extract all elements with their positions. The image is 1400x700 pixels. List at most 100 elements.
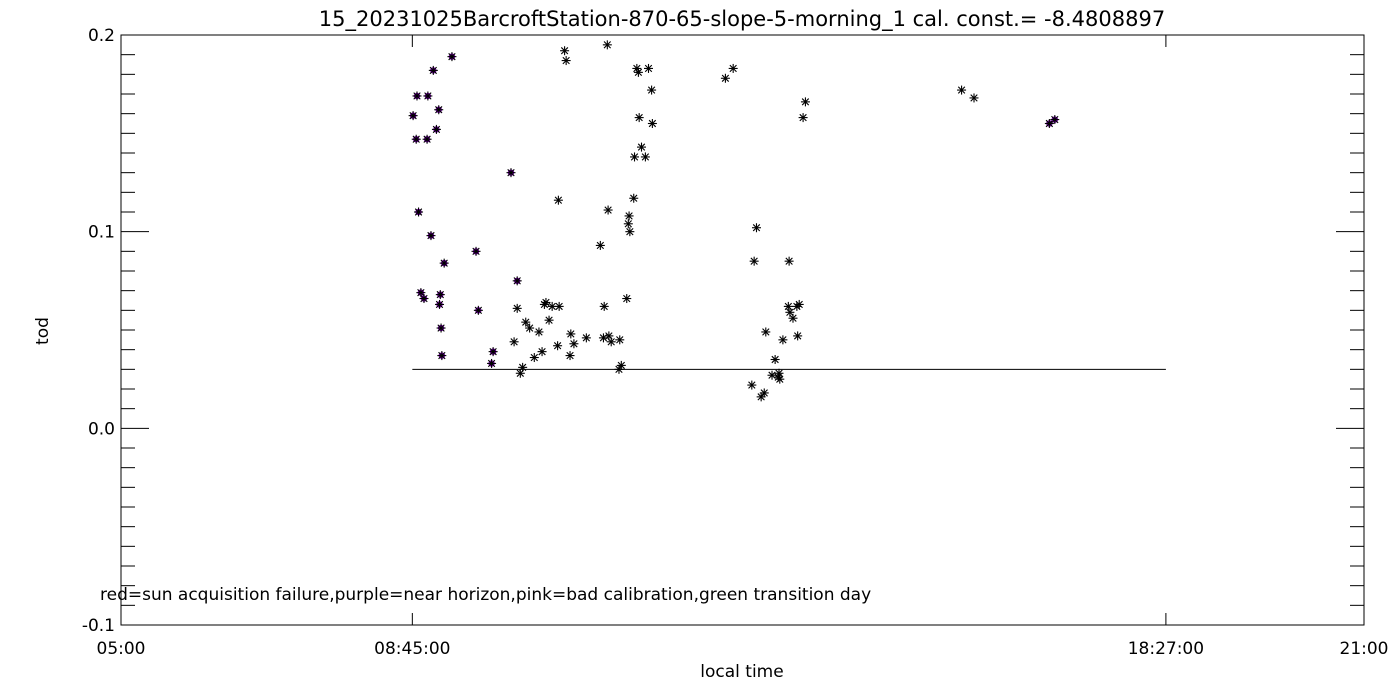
asterisk-stroke <box>545 316 553 324</box>
asterisk-stroke <box>603 41 612 49</box>
data-point <box>633 67 643 77</box>
data-point <box>566 329 576 339</box>
data-point <box>747 380 757 390</box>
near-horizon-point <box>437 351 447 361</box>
near-horizon-point <box>1050 115 1060 125</box>
asterisk-stroke <box>634 68 643 77</box>
asterisk-stroke <box>423 135 431 143</box>
data-point <box>606 337 616 347</box>
asterisk-stroke <box>1045 119 1054 128</box>
data-point <box>640 152 650 162</box>
data-point <box>798 113 808 123</box>
x-tick-label: 08:45:00 <box>374 639 450 659</box>
data-point <box>534 327 544 337</box>
near-horizon-point <box>423 91 433 101</box>
axis-ticks <box>120 34 1365 626</box>
asterisk-stroke <box>522 318 530 326</box>
x-axis-label: local time <box>700 662 783 682</box>
data-point <box>634 113 644 123</box>
asterisk-stroke <box>623 294 631 303</box>
near-horizon-point <box>408 111 418 121</box>
data-point <box>957 85 967 95</box>
data-point <box>785 307 795 317</box>
asterisk-stroke <box>472 247 480 256</box>
data-point <box>541 297 551 307</box>
asterisk-stroke <box>775 369 783 377</box>
data-point <box>622 294 632 304</box>
y-tick-label: 0.1 <box>88 223 115 243</box>
data-point <box>521 317 531 327</box>
near-horizon-point <box>426 231 436 241</box>
data-point <box>553 195 563 205</box>
near-horizon-point <box>473 305 483 315</box>
asterisk-stroke <box>518 363 527 372</box>
asterisk-stroke <box>793 332 802 340</box>
data-point <box>529 353 539 363</box>
data-point <box>770 355 780 364</box>
asterisk-stroke <box>641 153 650 161</box>
asterisk-stroke <box>507 168 515 177</box>
data-point <box>637 142 647 152</box>
asterisk-stroke <box>1051 115 1059 124</box>
asterisk-stroke <box>582 334 591 342</box>
asterisk-stroke <box>440 259 448 267</box>
axis-tick-labels: -0.1 0.0 0.1 0.2 05:00 08:45:00 18:27:00 21:00 <box>82 26 1389 659</box>
asterisk-stroke <box>795 300 803 309</box>
asterisk-stroke <box>648 119 657 128</box>
asterisk-stroke <box>617 361 625 370</box>
asterisk-stroke <box>635 113 643 122</box>
data-point <box>720 73 730 83</box>
near-horizon-point <box>411 134 421 144</box>
asterisk-stroke <box>786 308 794 316</box>
asterisk-stroke <box>562 56 570 65</box>
asterisk-stroke <box>435 300 444 309</box>
asterisk-stroke <box>538 347 546 356</box>
data-point <box>793 331 803 341</box>
plot-frame <box>120 34 1365 626</box>
near-horizon-point <box>439 258 449 268</box>
asterisk-stroke <box>435 106 443 114</box>
data-point <box>623 219 633 229</box>
asterisk-stroke <box>762 328 770 336</box>
data-point <box>509 337 519 347</box>
asterisk-stroke <box>560 47 569 55</box>
data-point <box>774 368 784 378</box>
asterisk-stroke <box>448 52 456 61</box>
near-horizon-point <box>414 207 424 217</box>
y-tick-label: -0.1 <box>82 616 115 636</box>
legend-note: red=sun acquisition failure,purple=near … <box>100 585 871 605</box>
asterisk-stroke <box>637 143 646 151</box>
asterisk-stroke <box>474 306 483 315</box>
asterisk-stroke <box>757 393 765 401</box>
asterisk-stroke <box>429 66 437 75</box>
data-point <box>647 85 657 95</box>
near-horizon-point <box>419 294 429 304</box>
chart-title: 15_20231025BarcroftStation-870-65-slope-… <box>319 7 1165 32</box>
data-point <box>569 339 579 349</box>
asterisk-stroke <box>752 224 761 232</box>
asterisk-stroke <box>513 277 521 285</box>
asterisk-stroke <box>555 302 563 311</box>
y-tick-label: 0.0 <box>88 419 115 439</box>
asterisk-stroke <box>729 64 737 73</box>
data-point <box>581 333 591 343</box>
near-horizon-point <box>422 134 432 144</box>
asterisk-stroke <box>630 194 638 202</box>
data-point <box>544 315 554 325</box>
data-point <box>728 63 738 73</box>
asterisk-stroke <box>432 125 441 134</box>
asterisk-stroke <box>779 336 787 344</box>
near-horizon-point <box>471 246 481 256</box>
data-point <box>800 97 810 107</box>
data-point <box>595 240 605 250</box>
data-point <box>759 388 769 398</box>
data-point <box>647 119 657 128</box>
asterisk-stroke <box>542 298 550 307</box>
near-horizon-point <box>512 276 522 286</box>
asterisk-stroke <box>489 347 497 356</box>
asterisk-stroke <box>624 220 632 228</box>
data-point <box>615 335 625 345</box>
asterisk-stroke <box>596 241 605 250</box>
asterisk-stroke <box>616 336 624 344</box>
asterisk-stroke <box>487 359 496 368</box>
